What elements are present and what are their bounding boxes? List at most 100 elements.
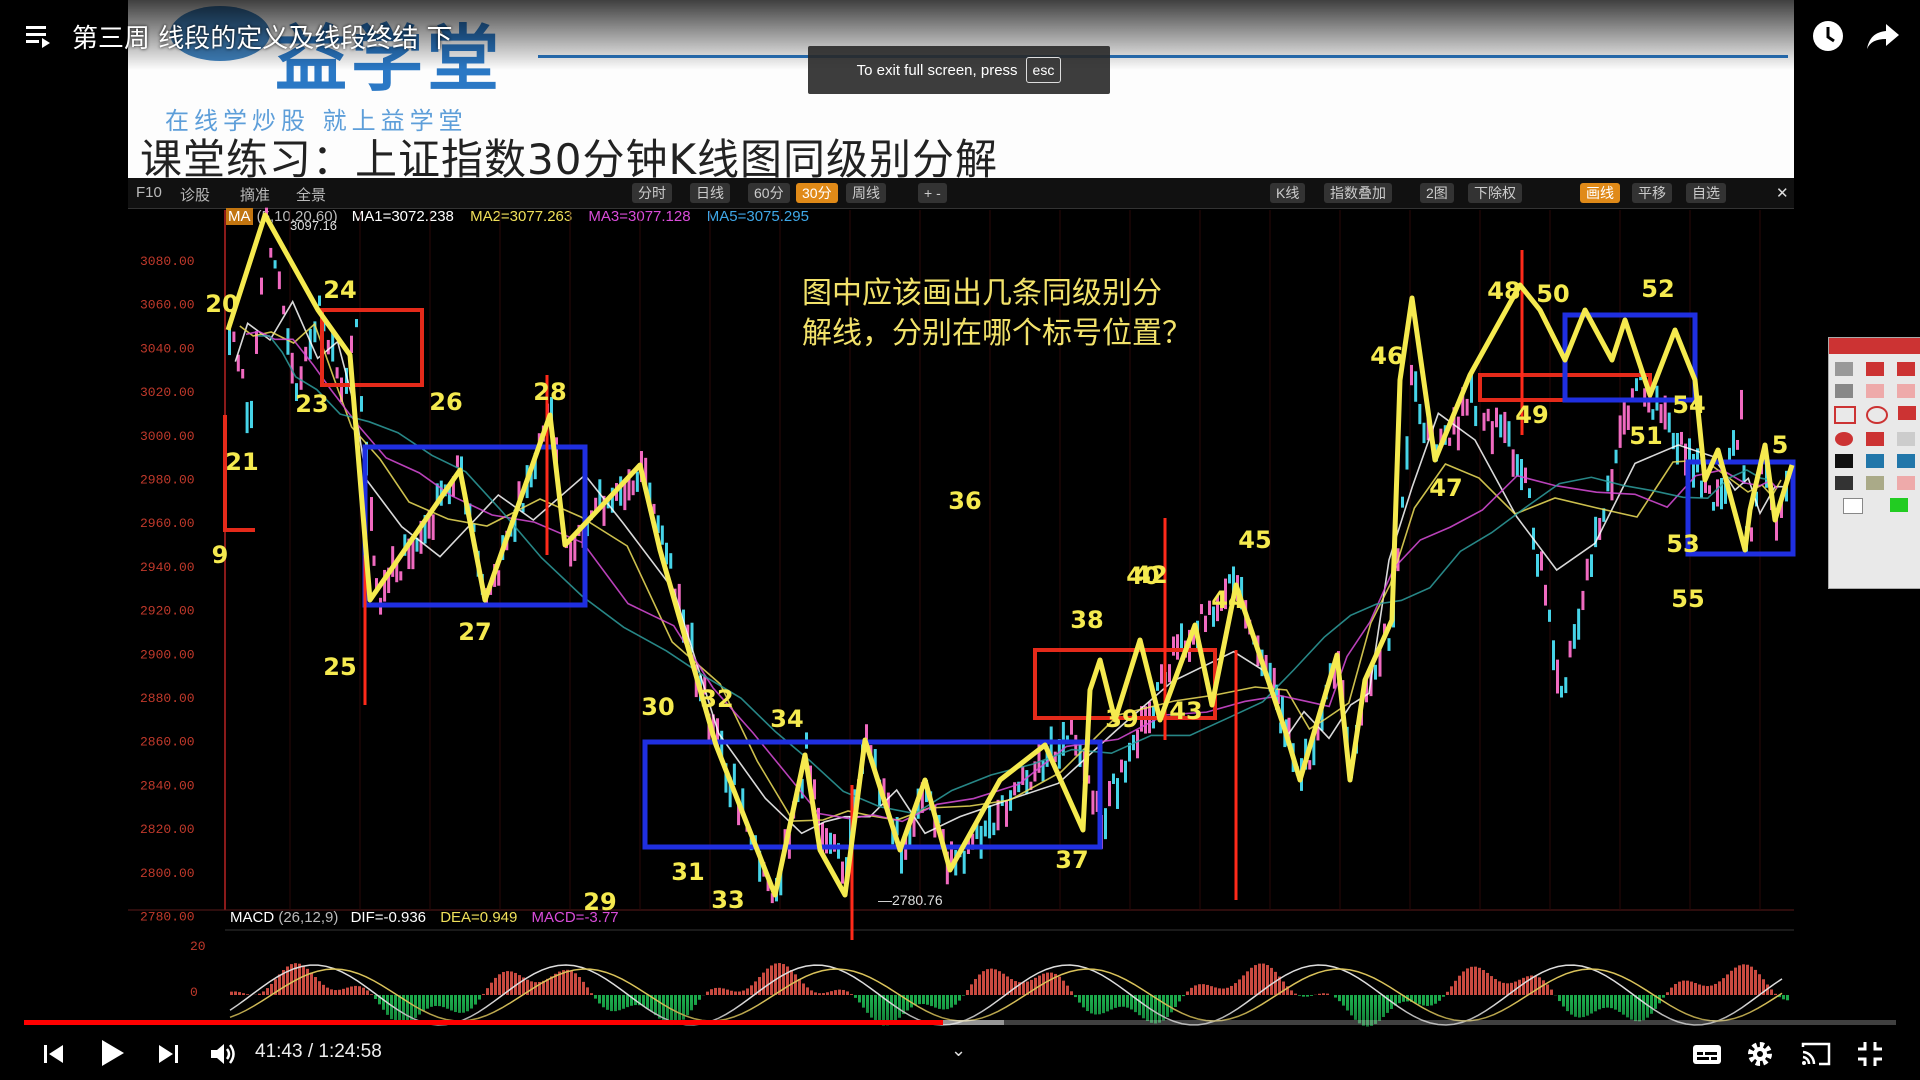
text-icon[interactable] [1896,432,1915,446]
line-icon[interactable] [1865,384,1884,398]
chevron-down-icon[interactable]: ⌄ [951,1040,967,1060]
candle [1651,409,1655,420]
candle [1021,766,1025,785]
toolbar-two-charts[interactable]: 2图 [1420,183,1454,203]
subtitles-icon[interactable] [1692,1042,1722,1066]
zoom-buttons[interactable]: + - [918,183,947,203]
macd-bar [742,990,745,995]
toolbar-index-overlay[interactable]: 指数叠加 [1324,183,1392,203]
toolbar-pan[interactable]: 平移 [1632,183,1672,203]
fill-rect-icon[interactable] [1898,406,1916,420]
progress-bar[interactable] [24,1020,1896,1025]
candle [623,482,627,511]
eraser-icon[interactable] [1835,384,1854,398]
pen-icon[interactable] [1865,362,1884,376]
next-icon[interactable] [156,1042,180,1066]
macd-bar [506,971,509,995]
candle [1280,695,1284,721]
slogan: 在线学炒股 就上益学堂 [165,107,468,135]
macd-bar [1746,964,1749,995]
watch-later-icon[interactable] [1812,20,1844,52]
macd-bar [274,979,277,995]
macd-bar [1750,966,1753,995]
macd-bar [782,964,785,995]
video-title[interactable]: 第三周 线段的定义及线段终结 下 [72,24,453,54]
volume-icon[interactable] [208,1040,236,1068]
toolbar-exright[interactable]: 下除权 [1468,183,1522,203]
macd-bar [998,971,1001,995]
pivot-label: 55 [1671,585,1704,613]
macd-bar [1050,972,1053,995]
drawing-tool-panel[interactable] [1828,337,1920,589]
macd-bar [718,987,721,995]
previous-icon[interactable] [42,1042,66,1066]
save-icon[interactable] [1835,476,1854,490]
ellipse-icon[interactable] [1866,406,1888,424]
y-axis-label: 2880.00 [140,691,195,706]
candle [677,583,681,616]
progress-played [24,1020,943,1025]
candle [1220,601,1223,611]
pivot-label: 5 [1772,431,1789,459]
candle [1176,634,1179,660]
color-select[interactable] [1889,498,1908,512]
exit-fullscreen-icon[interactable] [1856,1040,1884,1068]
macd-bar [1026,981,1029,995]
marker-icon[interactable] [1896,362,1915,376]
toolbar-watchlist[interactable]: 自选 [1686,183,1726,203]
candle [1332,663,1336,689]
period-week[interactable]: 周线 [846,183,886,203]
candle [1365,677,1368,703]
share-icon[interactable] [1866,22,1900,50]
toolbar-kline[interactable]: K线 [1270,183,1306,203]
macd-bar [486,988,489,995]
toolbar-close-icon[interactable]: ✕ [1776,185,1789,202]
candle [619,476,623,506]
toolbar-panorama[interactable]: 全景 [296,187,327,204]
screen-icon[interactable] [1865,454,1884,468]
candle [533,453,537,480]
macd-bar [746,988,749,995]
pencil-icon[interactable] [1835,362,1854,376]
rect-icon[interactable] [1834,406,1856,424]
macd-bar [1530,975,1533,995]
candle [1087,775,1091,784]
macd-bar [1262,963,1265,995]
play-icon[interactable] [98,1038,126,1068]
playlist-icon[interactable] [26,24,54,50]
settings-gear-icon[interactable] [1746,1040,1774,1068]
period-minute[interactable]: 分时 [632,183,672,203]
zoom-icon[interactable] [1896,454,1915,468]
fill-ellipse-icon[interactable] [1835,432,1854,446]
ray-icon[interactable] [1896,384,1915,398]
toolbar-pick[interactable]: 摘准 [240,187,271,204]
candle [1029,781,1033,790]
width-select[interactable] [1842,498,1863,514]
period-day[interactable]: 日线 [690,183,730,203]
macd-bar [1454,980,1457,995]
toolbar-f10[interactable]: F10 [136,184,162,201]
folder-icon[interactable] [1865,476,1884,490]
clear-icon[interactable] [1896,476,1915,490]
toolbar-diagnose[interactable]: 诊股 [180,187,211,204]
macd-bar [1062,980,1065,995]
bar-icon[interactable] [1835,454,1854,468]
macd-bar [1538,977,1541,995]
macd-bar [834,990,837,995]
period-30m[interactable]: 30分 [796,183,838,203]
macd-bar [978,974,981,995]
arch-icon[interactable] [1865,432,1884,446]
candle [1401,496,1404,508]
pivot-label: 28 [533,378,566,406]
candle [1017,781,1021,793]
cast-icon[interactable] [1800,1040,1832,1068]
candle [1716,479,1719,507]
period-60m[interactable]: 60分 [748,183,790,203]
macd-bar [1202,984,1205,995]
toolbar-draw[interactable]: 画线 [1580,183,1620,203]
candle [419,520,423,554]
candle [1564,677,1568,694]
macd-bar [838,989,841,995]
